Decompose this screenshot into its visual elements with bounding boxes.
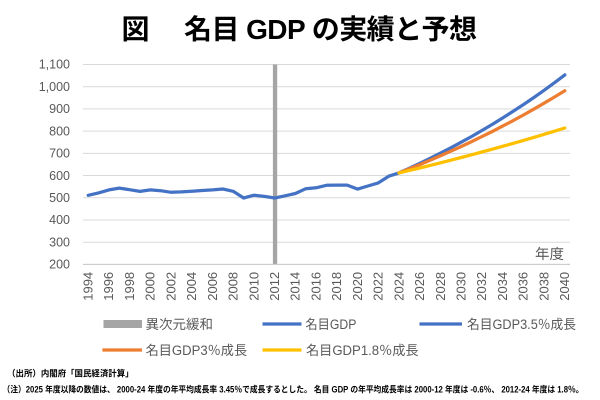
- svg-text:年度: 年度: [535, 246, 564, 263]
- svg-text:800: 800: [49, 124, 70, 138]
- svg-text:名目GDP1.8％成長: 名目GDP1.8％成長: [306, 343, 419, 358]
- svg-text:名目GDP3％成長: 名目GDP3％成長: [146, 343, 248, 358]
- svg-text:2012: 2012: [267, 272, 282, 301]
- svg-text:1998: 1998: [122, 272, 137, 301]
- svg-text:2020: 2020: [350, 272, 365, 301]
- svg-text:400: 400: [49, 213, 70, 227]
- svg-text:1994: 1994: [81, 272, 96, 301]
- svg-text:2038: 2038: [536, 272, 551, 301]
- svg-text:（出所）内閣府「国民経済計算」: （出所）内閣府「国民経済計算」: [7, 369, 134, 379]
- svg-text:2008: 2008: [226, 272, 241, 301]
- svg-text:2018: 2018: [329, 272, 344, 301]
- svg-text:1,000: 1,000: [39, 80, 70, 94]
- svg-text:2024: 2024: [391, 272, 406, 301]
- svg-text:2036: 2036: [516, 272, 531, 301]
- svg-text:2014: 2014: [288, 272, 303, 301]
- svg-text:図: 図: [122, 14, 150, 45]
- svg-text:300: 300: [49, 235, 70, 249]
- svg-text:900: 900: [49, 102, 70, 116]
- svg-text:2030: 2030: [454, 272, 469, 301]
- svg-text:2026: 2026: [412, 272, 427, 301]
- svg-text:2016: 2016: [308, 272, 323, 301]
- svg-text:200: 200: [49, 258, 70, 272]
- svg-text:2006: 2006: [205, 272, 220, 301]
- svg-text:2028: 2028: [433, 272, 448, 301]
- svg-text:700: 700: [49, 147, 70, 161]
- svg-text:600: 600: [49, 169, 70, 183]
- svg-text:名目GDP: 名目GDP: [305, 317, 356, 332]
- svg-text:2040: 2040: [557, 272, 572, 301]
- svg-text:2002: 2002: [163, 272, 178, 301]
- svg-text:（注）2025 年度以降の数値は、 2000-24 年度の年: （注）2025 年度以降の数値は、 2000-24 年度の年平均成長率 3.45…: [3, 385, 584, 395]
- svg-text:500: 500: [49, 191, 70, 205]
- svg-text:1996: 1996: [101, 272, 116, 301]
- svg-text:2010: 2010: [246, 272, 261, 301]
- svg-text:2032: 2032: [474, 272, 489, 301]
- svg-text:2022: 2022: [371, 272, 386, 301]
- svg-text:名目GDP3.5％成長: 名目GDP3.5％成長: [467, 317, 576, 332]
- svg-text:2004: 2004: [184, 272, 199, 301]
- svg-text:名目 GDP の実績と予想: 名目 GDP の実績と予想: [184, 14, 477, 45]
- svg-text:2000: 2000: [143, 272, 158, 301]
- svg-text:2034: 2034: [495, 272, 510, 301]
- svg-text:1,100: 1,100: [39, 58, 70, 72]
- svg-text:異次元緩和: 異次元緩和: [146, 317, 214, 332]
